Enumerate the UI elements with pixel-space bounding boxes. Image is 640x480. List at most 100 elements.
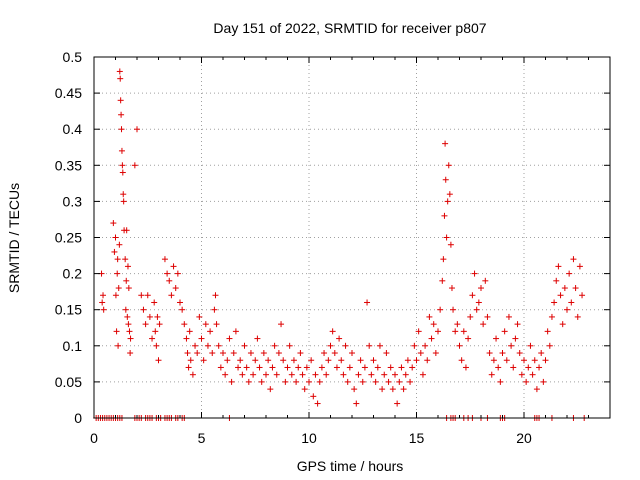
data-point xyxy=(443,234,450,241)
data-point xyxy=(138,292,145,299)
data-point xyxy=(527,342,534,349)
data-point xyxy=(340,371,347,378)
data-point xyxy=(154,313,161,320)
data-point xyxy=(183,335,190,342)
data-point xyxy=(424,357,431,364)
data-point xyxy=(559,321,566,328)
data-point xyxy=(327,342,334,349)
data-point xyxy=(212,292,219,299)
data-point xyxy=(445,162,452,169)
data-point xyxy=(112,292,119,299)
data-point xyxy=(344,378,351,385)
data-point xyxy=(523,378,530,385)
data-point xyxy=(119,169,126,176)
data-point xyxy=(439,277,446,284)
data-point xyxy=(185,364,192,371)
data-point xyxy=(469,292,476,299)
data-point xyxy=(482,277,489,284)
data-point xyxy=(475,299,482,306)
data-point xyxy=(161,256,168,263)
data-point xyxy=(525,364,532,371)
data-point xyxy=(555,263,562,270)
data-point xyxy=(521,357,527,364)
data-point xyxy=(396,378,403,385)
data-point xyxy=(576,263,583,270)
data-point xyxy=(404,357,411,364)
data-point xyxy=(536,364,543,371)
data-point xyxy=(508,342,515,349)
data-point xyxy=(546,342,553,349)
data-point xyxy=(297,350,304,357)
data-point xyxy=(119,162,126,169)
data-point xyxy=(280,357,287,364)
data-point xyxy=(245,378,252,385)
data-point xyxy=(387,364,394,371)
data-point xyxy=(372,378,379,385)
data-point xyxy=(454,321,461,328)
data-point xyxy=(220,350,226,357)
data-point xyxy=(566,270,573,277)
data-point xyxy=(118,126,125,133)
data-point xyxy=(100,306,107,313)
data-point xyxy=(419,371,426,378)
data-point xyxy=(126,328,133,335)
data-point xyxy=(131,162,138,169)
data-point xyxy=(407,378,414,385)
data-point xyxy=(263,371,269,378)
data-point xyxy=(497,378,504,385)
data-point xyxy=(258,378,265,385)
data-point xyxy=(254,335,261,342)
data-point xyxy=(538,350,545,357)
data-point xyxy=(448,285,455,292)
data-point xyxy=(211,306,218,313)
data-point xyxy=(125,321,132,328)
data-points xyxy=(93,68,588,421)
data-point xyxy=(247,350,254,357)
y-tick-label: 0.4 xyxy=(63,121,83,137)
data-point xyxy=(579,292,586,299)
data-point xyxy=(275,350,282,357)
data-point xyxy=(540,378,547,385)
data-point xyxy=(381,371,388,378)
data-point xyxy=(394,400,401,407)
data-point xyxy=(177,299,183,306)
data-point xyxy=(417,350,424,357)
data-point xyxy=(355,371,362,378)
data-point xyxy=(440,256,447,263)
data-point xyxy=(204,342,211,349)
data-point xyxy=(499,350,506,357)
data-point xyxy=(383,350,390,357)
data-point xyxy=(465,335,472,342)
data-point xyxy=(241,342,248,349)
x-tick-label: 5 xyxy=(198,430,206,446)
data-point xyxy=(422,342,429,349)
data-point xyxy=(187,357,194,364)
data-point xyxy=(111,248,118,255)
data-point xyxy=(115,342,122,349)
data-point xyxy=(376,342,383,349)
data-point xyxy=(442,176,449,183)
x-axis-label: GPS time / hours xyxy=(297,458,404,474)
data-point xyxy=(99,299,106,306)
data-point xyxy=(323,371,330,378)
data-point xyxy=(447,241,454,248)
data-point xyxy=(333,364,340,371)
data-point xyxy=(442,140,449,147)
data-point xyxy=(467,313,474,320)
data-point xyxy=(181,321,188,328)
data-point xyxy=(284,364,291,371)
data-point xyxy=(189,371,196,378)
data-point xyxy=(570,256,577,263)
data-point xyxy=(551,299,558,306)
data-point xyxy=(149,335,156,342)
data-point xyxy=(325,357,332,364)
data-point xyxy=(501,328,508,335)
x-tick-label: 20 xyxy=(516,430,532,446)
data-point xyxy=(232,328,239,335)
data-point xyxy=(124,313,131,320)
data-point xyxy=(151,299,158,306)
data-point xyxy=(299,371,306,378)
data-point xyxy=(364,299,371,306)
data-point xyxy=(473,306,480,313)
